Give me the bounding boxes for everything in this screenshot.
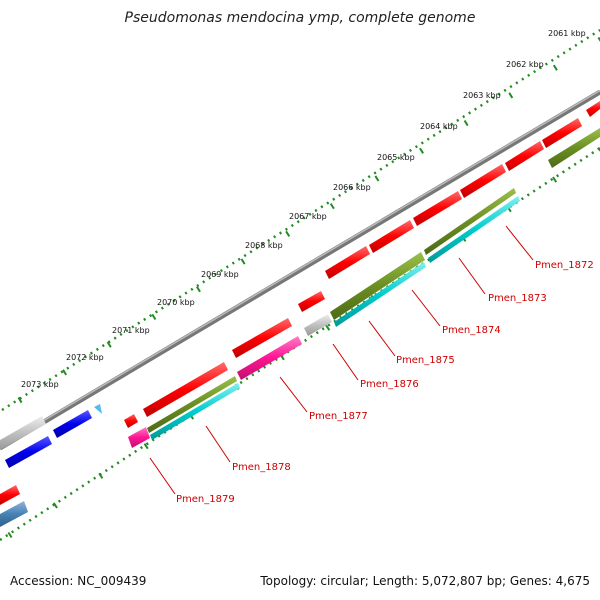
ring-tick (329, 203, 335, 210)
gene-feature[interactable] (428, 196, 520, 263)
ring-tick (7, 531, 13, 539)
gene-feature[interactable] (304, 314, 332, 336)
map-title: Pseudomonas mendocina ymp, complete geno… (124, 10, 476, 26)
gene-feature[interactable] (0, 485, 20, 505)
tick-label: 2070 kbp (157, 298, 195, 307)
gene-feature[interactable] (505, 141, 544, 171)
tick-label: 2064 kbp (420, 122, 458, 131)
tick-label: 2065 kbp (377, 153, 415, 162)
ring-tick (285, 230, 291, 237)
gene-feature[interactable] (0, 501, 28, 527)
gene-feature[interactable] (548, 128, 600, 168)
gene-feature[interactable] (298, 291, 325, 312)
tick-label: 2071 kbp (112, 326, 150, 335)
ring-tick (196, 286, 201, 293)
genome-backbone (0, 89, 600, 451)
gene-feature[interactable] (460, 164, 506, 198)
genome-backbone-highlight (0, 89, 600, 448)
gene-feature[interactable] (237, 336, 302, 380)
accession-text: Accession: NC_009439 (10, 574, 147, 588)
ring-tick (552, 64, 558, 71)
tick-label: 2061 kbp (548, 29, 586, 38)
tick-label: 2069 kbp (201, 270, 239, 279)
gene-feature[interactable] (325, 246, 370, 279)
tick-label: 2072 kbp (66, 353, 104, 362)
gene-feature[interactable] (150, 383, 240, 440)
ring-tick (151, 313, 157, 320)
gene-feature[interactable] (94, 404, 102, 414)
gene-feature[interactable] (53, 410, 92, 438)
gene-feature[interactable] (0, 416, 46, 450)
gene-label[interactable]: Pmen_1873 (488, 293, 547, 304)
gene-feature[interactable] (334, 262, 426, 327)
reverse-strand-genes (0, 128, 600, 527)
tick-label: 2063 kbp (463, 91, 501, 100)
gene-label[interactable]: Pmen_1877 (309, 411, 368, 422)
gene-feature[interactable] (413, 191, 462, 226)
tick-label: 2067 kbp (289, 212, 327, 221)
gene-feature[interactable] (128, 427, 150, 448)
gene-feature[interactable] (143, 362, 228, 417)
ring-tick (52, 502, 58, 509)
tick-label: 2062 kbp (506, 60, 544, 69)
ring-tick (325, 324, 331, 331)
gene-label[interactable]: Pmen_1879 (176, 494, 235, 505)
forward-strand-genes (0, 101, 600, 450)
label-leaders (149, 225, 534, 495)
ring-tick (62, 369, 68, 376)
tick-label: 2066 kbp (333, 183, 371, 192)
ring-tick (240, 258, 246, 265)
genome-summary-text: Topology: circular; Length: 5,072,807 bp… (260, 574, 590, 588)
gene-feature[interactable] (542, 118, 582, 148)
gene-label[interactable]: Pmen_1876 (360, 379, 419, 390)
gene-feature[interactable] (330, 252, 425, 320)
inner-ring-ticks (7, 36, 600, 539)
gene-feature[interactable] (424, 188, 516, 255)
tick-label: 2073 kbp (21, 380, 59, 389)
tick-label: 2068 kbp (245, 241, 283, 250)
gene-feature[interactable] (5, 436, 52, 468)
ring-tick (98, 472, 104, 479)
gene-feature[interactable] (369, 220, 414, 253)
gene-label[interactable]: Pmen_1875 (396, 355, 455, 366)
gene-label[interactable]: Pmen_1872 (535, 260, 594, 271)
ring-tick (419, 147, 424, 154)
ring-tick (463, 120, 469, 127)
ring-tick (552, 176, 558, 183)
ring-tick (508, 92, 514, 99)
ring-tick (143, 443, 149, 450)
ring-tick (597, 146, 600, 152)
gene-label[interactable]: Pmen_1878 (232, 462, 291, 473)
gene-feature[interactable] (232, 318, 292, 358)
ring-tick (17, 396, 23, 404)
gene-feature[interactable] (147, 376, 237, 433)
gene-feature[interactable] (586, 101, 600, 117)
ring-tick (374, 175, 380, 182)
ring-tick (597, 36, 600, 42)
ring-tick (106, 341, 112, 348)
gene-feature[interactable] (124, 414, 138, 428)
gene-label[interactable]: Pmen_1874 (442, 325, 501, 336)
